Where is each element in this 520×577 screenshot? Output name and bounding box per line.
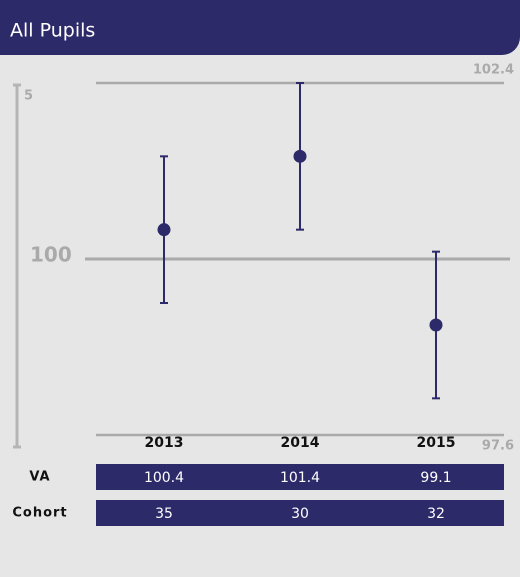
y-tick-label: 102.4 (473, 63, 514, 78)
row-background (96, 464, 504, 490)
point (157, 223, 171, 237)
row-background (96, 500, 504, 526)
x-tick-label: 2014 (281, 435, 320, 451)
chart-title: All Pupils (10, 20, 95, 42)
point (429, 318, 443, 332)
table-cell: 32 (427, 506, 445, 522)
x-tick-label: 2013 (145, 435, 184, 451)
row-label: Cohort (12, 506, 67, 521)
y-axis-label: 5 (24, 89, 33, 104)
y-tick-label: 100 (30, 243, 72, 267)
table-cell: 101.4 (280, 470, 320, 486)
row-label: VA (29, 470, 50, 485)
table-cell: 99.1 (420, 470, 451, 486)
point (293, 149, 307, 163)
header-bar (0, 0, 520, 55)
x-tick-label: 2015 (417, 435, 456, 451)
table-cell: 100.4 (144, 470, 184, 486)
table-cell: 30 (291, 506, 309, 522)
y-tick-label: 97.6 (482, 439, 514, 454)
table-cell: 35 (155, 506, 173, 522)
